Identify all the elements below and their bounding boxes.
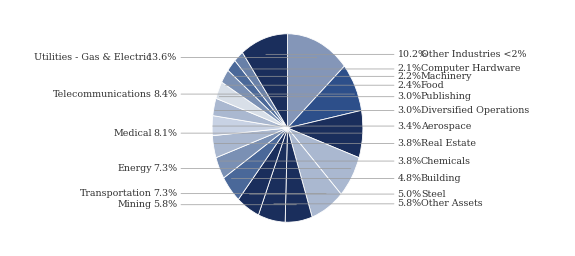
Text: 13.6%: 13.6%	[147, 53, 178, 62]
Wedge shape	[212, 116, 288, 136]
Wedge shape	[243, 34, 288, 128]
Wedge shape	[258, 128, 288, 222]
Text: 2.4%: 2.4%	[397, 81, 421, 90]
Text: 3.8%: 3.8%	[397, 139, 421, 148]
Text: 10.2%: 10.2%	[397, 50, 428, 59]
Wedge shape	[288, 128, 359, 194]
Text: Aerospace: Aerospace	[421, 122, 471, 131]
Text: 8.4%: 8.4%	[154, 90, 178, 99]
Wedge shape	[216, 128, 288, 178]
Text: Publishing: Publishing	[421, 92, 472, 101]
Text: 7.3%: 7.3%	[154, 164, 178, 173]
Wedge shape	[228, 61, 288, 128]
Wedge shape	[288, 128, 341, 217]
Text: Medical: Medical	[113, 129, 152, 138]
Text: Steel: Steel	[421, 189, 446, 199]
Text: 2.1%: 2.1%	[397, 65, 421, 73]
Text: Energy: Energy	[117, 164, 152, 173]
Wedge shape	[285, 128, 312, 222]
Text: 8.1%: 8.1%	[154, 129, 178, 138]
Text: Real Estate: Real Estate	[421, 139, 476, 148]
Wedge shape	[288, 110, 363, 158]
Text: 3.4%: 3.4%	[397, 122, 421, 131]
Text: 4.8%: 4.8%	[397, 174, 421, 183]
Text: Utilities - Gas & Electric: Utilities - Gas & Electric	[34, 53, 152, 62]
Text: Computer Hardware: Computer Hardware	[421, 65, 520, 73]
Text: Other Assets: Other Assets	[421, 199, 482, 208]
Text: Machinery: Machinery	[421, 72, 473, 81]
Wedge shape	[235, 52, 288, 128]
Wedge shape	[222, 70, 288, 128]
Wedge shape	[288, 66, 362, 128]
Text: Food: Food	[421, 81, 444, 90]
Wedge shape	[212, 128, 288, 158]
Text: 5.0%: 5.0%	[397, 189, 421, 199]
Text: Chemicals: Chemicals	[421, 157, 471, 166]
Text: Other Industries <2%: Other Industries <2%	[421, 50, 526, 59]
Wedge shape	[224, 128, 288, 199]
Wedge shape	[288, 34, 344, 128]
Text: 2.2%: 2.2%	[397, 72, 421, 81]
Text: Telecommunications: Telecommunications	[53, 90, 152, 99]
Text: Mining: Mining	[118, 200, 152, 209]
Text: 3.0%: 3.0%	[397, 106, 421, 115]
Text: Diversified Operations: Diversified Operations	[421, 106, 529, 115]
Text: Transportation: Transportation	[80, 189, 152, 198]
Text: 5.8%: 5.8%	[397, 199, 421, 208]
Text: 7.3%: 7.3%	[154, 189, 178, 198]
Wedge shape	[213, 98, 288, 128]
Text: 3.8%: 3.8%	[397, 157, 421, 166]
Text: Building: Building	[421, 174, 462, 183]
Text: 3.0%: 3.0%	[397, 92, 421, 101]
Wedge shape	[216, 82, 288, 128]
Wedge shape	[239, 128, 288, 215]
Text: 5.8%: 5.8%	[154, 200, 178, 209]
